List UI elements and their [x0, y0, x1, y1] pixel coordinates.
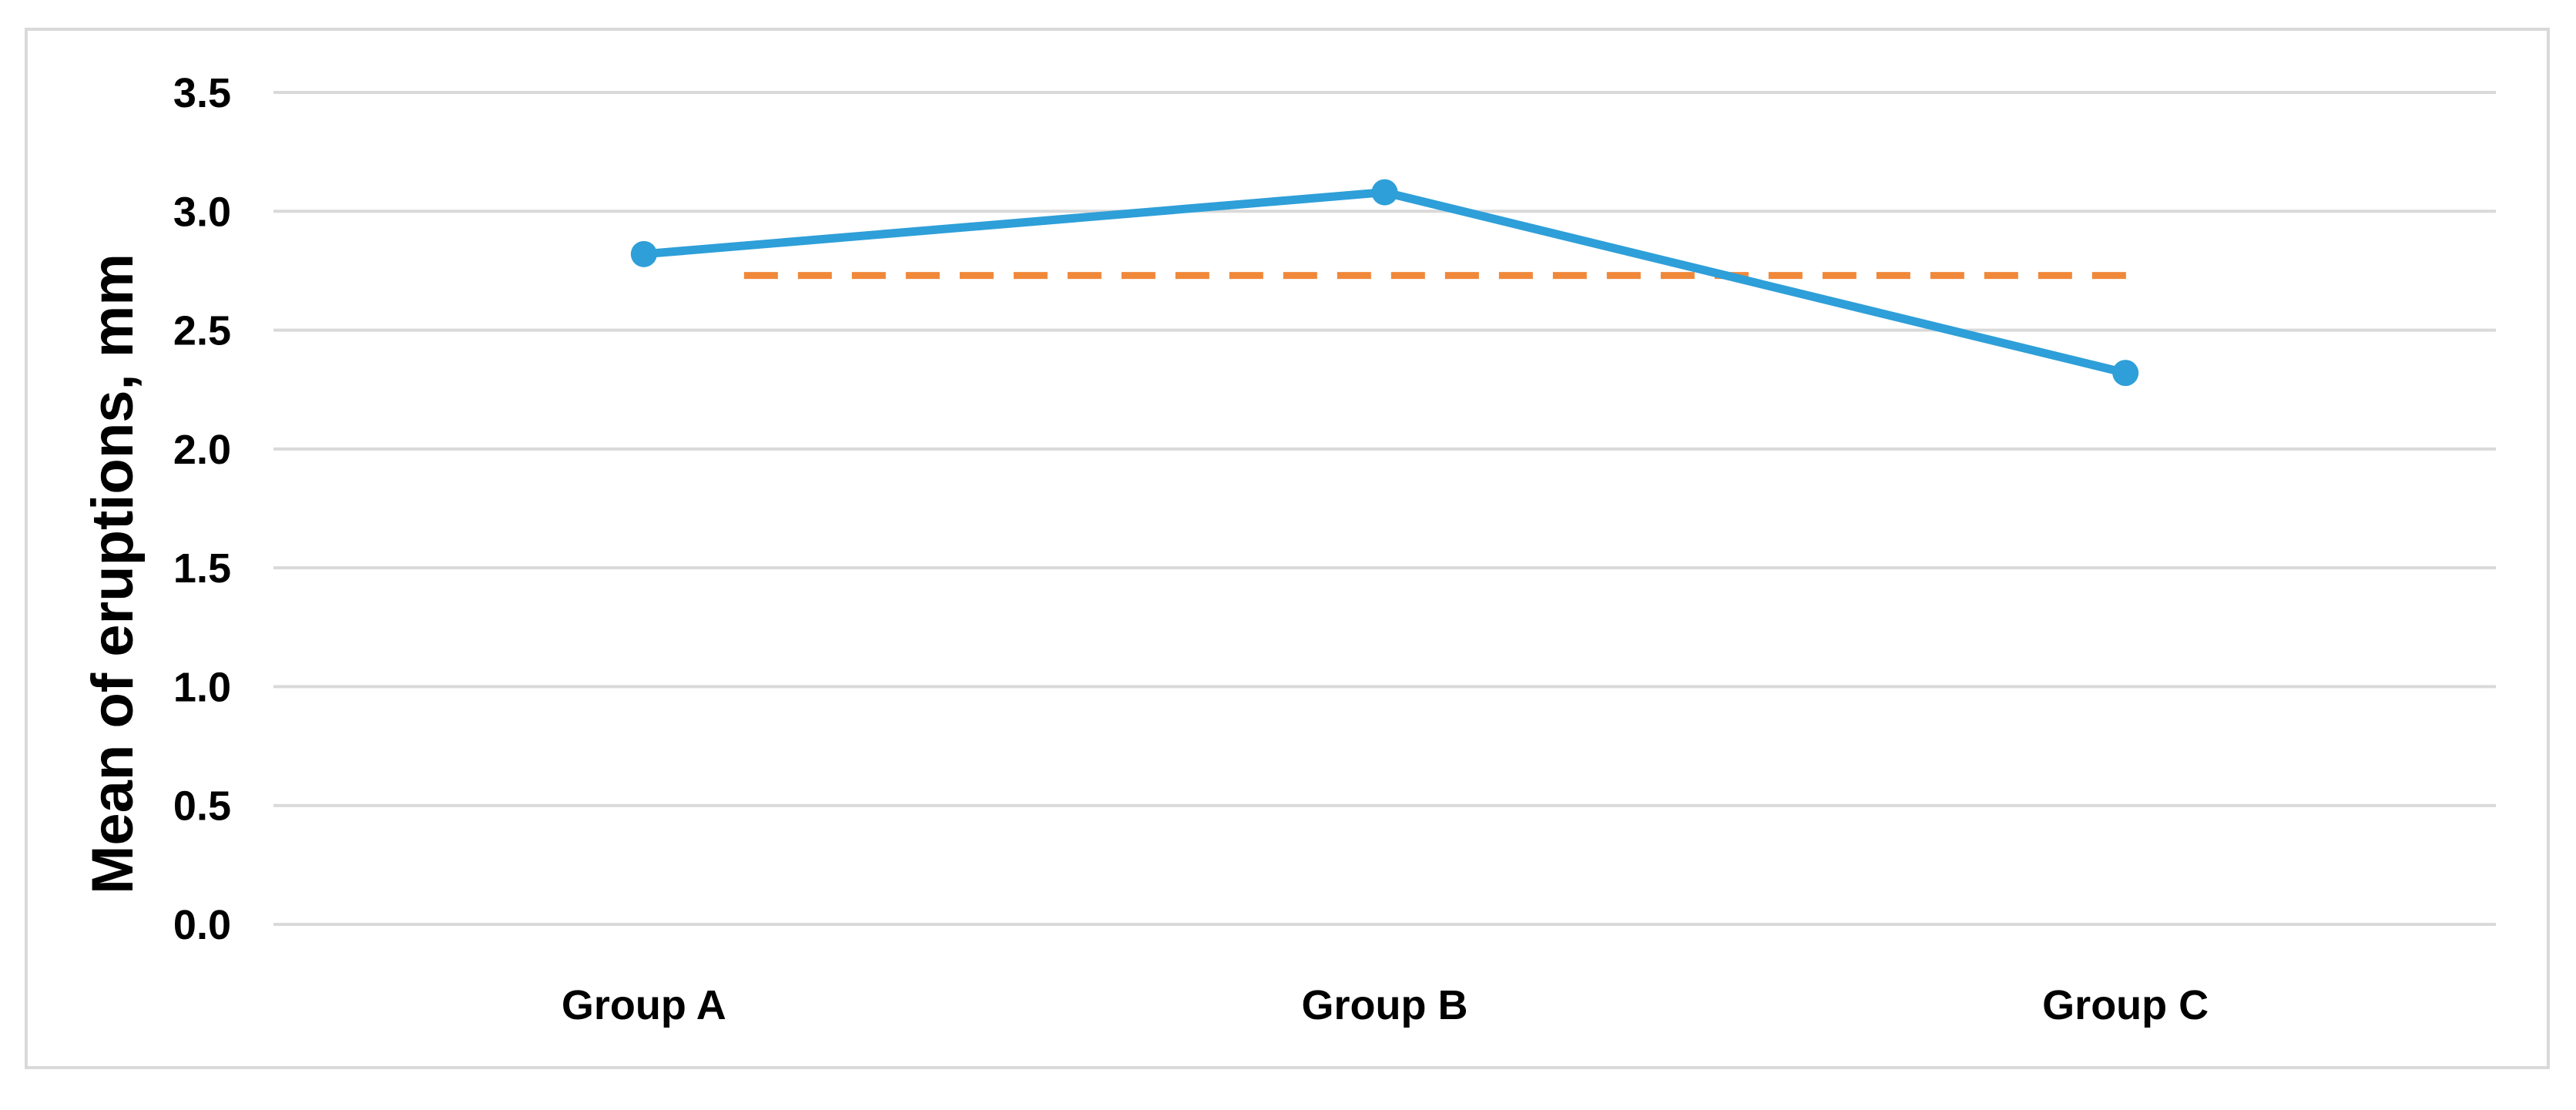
y-tick-label: 2.0	[173, 427, 231, 473]
y-axis-ticks: 0.0 0.5 1.0 1.5 2.0 2.5 3.0 3.5	[173, 70, 231, 948]
data-point-group-b	[1371, 179, 1398, 206]
series-line-0	[639, 188, 2130, 377]
y-tick-label: 1.5	[173, 545, 231, 592]
x-tick-label: Group A	[562, 982, 726, 1028]
y-tick-label: 0.5	[173, 783, 231, 830]
series-layer	[630, 179, 2139, 387]
data-point-group-a	[630, 240, 657, 267]
y-axis-title: Mean of eruptions, mm	[80, 253, 146, 894]
y-tick-label: 3.0	[173, 189, 231, 235]
gridlines	[273, 91, 2496, 926]
y-tick-label: 2.5	[173, 308, 231, 354]
data-point-group-c	[2112, 360, 2139, 387]
y-tick-label: 0.0	[173, 902, 231, 948]
y-tick-label: 1.0	[173, 664, 231, 710]
y-tick-label: 3.5	[173, 70, 231, 116]
x-tick-label: Group B	[1302, 982, 1468, 1028]
x-axis-ticks: Group A Group B Group C	[562, 982, 2209, 1028]
x-tick-label: Group C	[2042, 982, 2209, 1028]
